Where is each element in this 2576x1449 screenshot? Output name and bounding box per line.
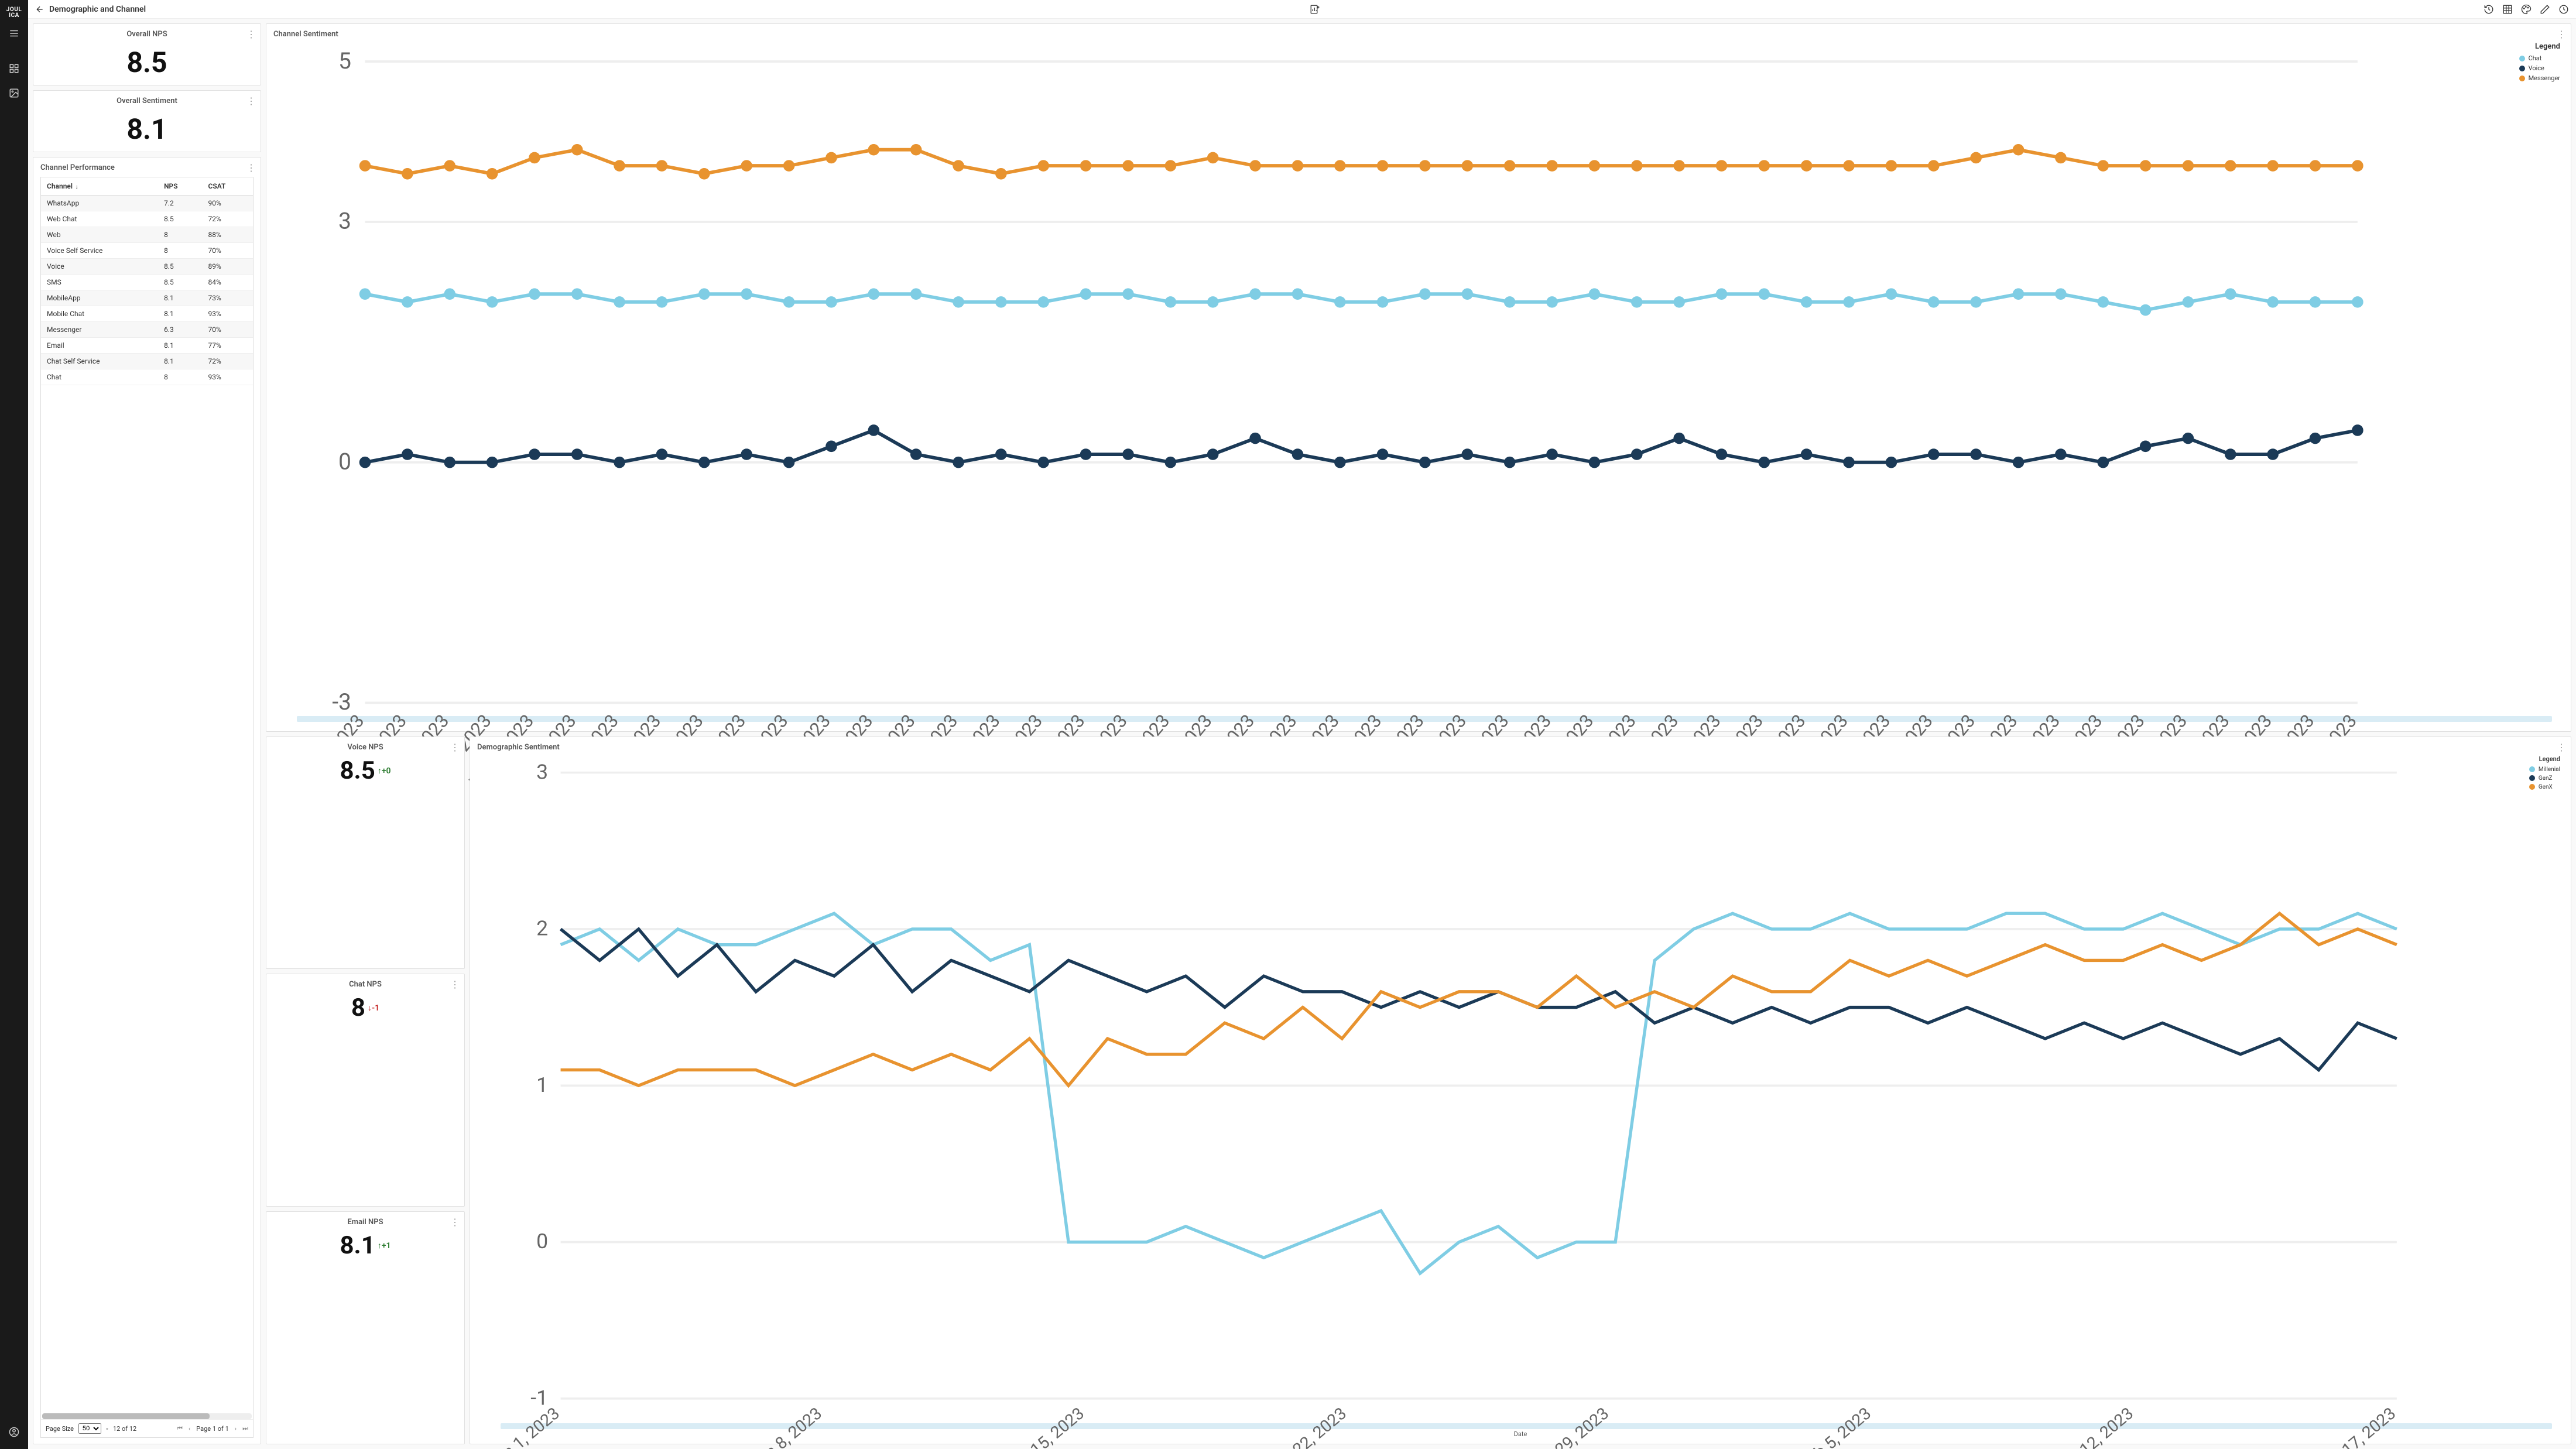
table-row[interactable]: Voice8.589% (41, 259, 253, 275)
svg-text:Jan 8, 2023: Jan 8, 2023 (747, 1403, 825, 1449)
overall-nps-title: Overall NPS (40, 30, 254, 39)
grid-icon[interactable] (2502, 4, 2513, 15)
nps-delta: ↓-1 (368, 1003, 379, 1013)
svg-text:Jan 1, 2023: Jan 1, 2023 (485, 1403, 563, 1449)
svg-text:2: 2 (536, 916, 548, 940)
prev-page-icon[interactable]: ‹ (189, 1425, 190, 1433)
channel-performance-title: Channel Performance (40, 163, 254, 172)
card-menu-icon[interactable]: ⋮ (450, 742, 460, 753)
page-count: 12 of 12 (113, 1425, 136, 1433)
apps-icon[interactable] (0, 56, 28, 81)
nps-card: Voice NPS ⋮ 8.5↑+0 (266, 737, 465, 970)
svg-text:0: 0 (338, 448, 351, 475)
table-row[interactable]: Web Chat8.572% (41, 211, 253, 227)
table-header[interactable]: Channel ↓ (41, 177, 158, 196)
legend-item[interactable]: Millenial (2529, 766, 2560, 773)
add-chart-icon[interactable] (1310, 4, 1320, 15)
edit-icon[interactable] (2540, 4, 2550, 15)
channel-performance-table: Channel ↓NPSCSAT WhatsApp7.290%Web Chat8… (41, 177, 253, 385)
table-row[interactable]: WhatsApp7.290% (41, 196, 253, 211)
topbar: Demographic and Channel (28, 0, 2576, 19)
nps-card: Chat NPS ⋮ 8↓-1 (266, 974, 465, 1207)
legend-item[interactable]: Messenger (2519, 74, 2560, 82)
card-menu-icon[interactable]: ⋮ (450, 1217, 460, 1228)
table-pager: Page Size 50 ◦ 12 of 12 ⏮ ‹ Page 1 of 1 … (41, 1419, 253, 1437)
table-row[interactable]: SMS8.584% (41, 275, 253, 290)
menu-icon[interactable] (0, 21, 28, 46)
history-icon[interactable] (2483, 4, 2494, 15)
table-header[interactable]: NPS (158, 177, 202, 196)
svg-text:3: 3 (536, 759, 548, 784)
demographic-sentiment-legend: Legend MillenialGenZGenX (2529, 755, 2560, 793)
nps-card-title: Voice NPS (273, 743, 457, 752)
app-logo: JOUL ICA (0, 5, 28, 21)
svg-text:1: 1 (536, 1072, 548, 1097)
clock-icon[interactable] (2558, 4, 2569, 15)
svg-text:Jan 29, 2023: Jan 29, 2023 (1527, 1403, 1612, 1449)
svg-text:3: 3 (338, 208, 351, 235)
app-sidebar: JOUL ICA (0, 0, 28, 1449)
svg-text:-1: -1 (530, 1385, 548, 1410)
nps-delta: ↑+0 (378, 766, 391, 776)
nps-card-value: 8.5↑+0 (340, 756, 390, 785)
nps-card-title: Chat NPS (273, 980, 457, 989)
back-button[interactable] (35, 5, 44, 14)
overall-sentiment-card: Overall Sentiment ⋮ 8.1 (33, 90, 261, 152)
nps-card: Email NPS ⋮ 8.1↑+1 (266, 1211, 465, 1444)
overall-nps-card: Overall NPS ⋮ 8.5 (33, 23, 261, 85)
first-page-icon[interactable]: ⏮ (177, 1424, 183, 1433)
table-row[interactable]: Chat Self Service8.172% (41, 354, 253, 369)
channel-sentiment-legend: Legend ChatVoiceMessenger (2519, 42, 2560, 84)
user-icon[interactable] (0, 1420, 28, 1444)
table-row[interactable]: Web888% (41, 227, 253, 243)
svg-text:Feb 12, 2023: Feb 12, 2023 (2052, 1403, 2137, 1449)
page-title: Demographic and Channel (49, 5, 146, 14)
svg-text:5: 5 (338, 47, 351, 74)
svg-text:Feb 5, 2023: Feb 5, 2023 (1797, 1403, 1875, 1449)
svg-text:Jan 15, 2023: Jan 15, 2023 (1002, 1403, 1088, 1449)
nps-card-title: Email NPS (273, 1218, 457, 1227)
overall-sentiment-value: 8.1 (40, 112, 254, 146)
palette-icon[interactable] (2521, 4, 2532, 15)
page-size-select[interactable]: 50 (78, 1423, 101, 1434)
image-icon[interactable] (0, 81, 28, 105)
card-menu-icon[interactable]: ⋮ (246, 95, 256, 107)
page-label: Page 1 of 1 (196, 1425, 229, 1433)
table-scrollbar[interactable] (42, 1413, 252, 1419)
demographic-sentiment-chart: -1 0 1 2 3 Jan 1, 2023 Jan 8, 2023 Jan 15, 2023… (477, 752, 2564, 1449)
svg-text:Jan 22, 2023: Jan 22, 2023 (1265, 1403, 1350, 1449)
page-size-label: Page Size (46, 1425, 74, 1433)
svg-text:-3: -3 (332, 688, 351, 715)
overall-nps-value: 8.5 (40, 46, 254, 79)
overall-sentiment-title: Overall Sentiment (40, 97, 254, 105)
channel-performance-card: Channel Performance ⋮ Channel ↓NPSCSAT W… (33, 157, 261, 1444)
table-row[interactable]: Messenger6.370% (41, 322, 253, 338)
nps-card-value: 8↓-1 (351, 994, 379, 1022)
main-area: Demographic and Channel Overall NPS ⋮ 8.… (28, 0, 2576, 1449)
card-menu-icon[interactable]: ⋮ (246, 29, 256, 40)
legend-item[interactable]: GenZ (2529, 775, 2560, 782)
table-row[interactable]: Email8.177% (41, 338, 253, 354)
channel-sentiment-card: Channel Sentiment ⋮ -3035Jan 1, 2023Jan … (266, 23, 2571, 732)
card-menu-icon[interactable]: ⋮ (246, 162, 256, 173)
nps-delta: ↑+1 (378, 1241, 391, 1251)
legend-item[interactable]: GenX (2529, 784, 2560, 790)
legend-item[interactable]: Chat (2519, 54, 2560, 62)
table-row[interactable]: Mobile Chat8.193% (41, 306, 253, 322)
demographic-sentiment-title: Demographic Sentiment (477, 743, 2564, 752)
table-header[interactable]: CSAT (203, 177, 253, 196)
demographic-sentiment-card: Demographic Sentiment ⋮ -10123Jan 1, 202… (470, 737, 2571, 1445)
nps-card-value: 8.1↑+1 (340, 1231, 390, 1260)
table-row[interactable]: Chat893% (41, 369, 253, 385)
last-page-icon[interactable]: ⏭ (242, 1424, 248, 1433)
legend-item[interactable]: Voice (2519, 64, 2560, 72)
svg-text:Feb 17, 2023: Feb 17, 2023 (2314, 1403, 2400, 1449)
dashboard-content: Overall NPS ⋮ 8.5 Overall Sentiment ⋮ 8.… (28, 19, 2576, 1449)
svg-text:0: 0 (536, 1229, 548, 1253)
next-page-icon[interactable]: › (235, 1425, 237, 1433)
table-row[interactable]: Voice Self Service870% (41, 243, 253, 259)
table-row[interactable]: MobileApp8.173% (41, 290, 253, 306)
card-menu-icon[interactable]: ⋮ (450, 979, 460, 990)
channel-sentiment-title: Channel Sentiment (273, 30, 2564, 39)
